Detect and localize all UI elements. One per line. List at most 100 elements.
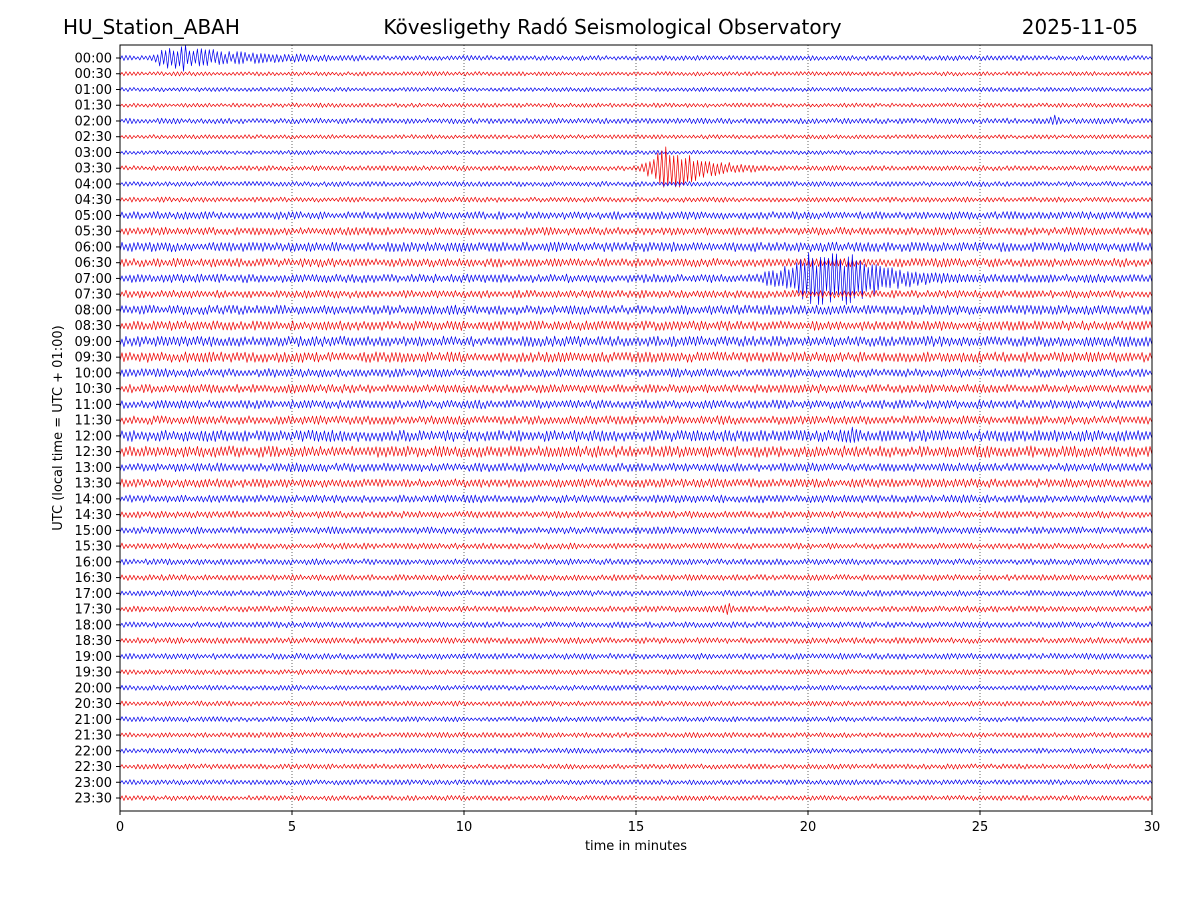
y-tick-label: 08:30: [75, 319, 112, 334]
x-tick-label: 0: [116, 820, 124, 835]
y-tick-label: 03:30: [75, 162, 112, 177]
trace-row-2230: [119, 763, 1153, 770]
trace-row-0830: [119, 320, 1153, 331]
trace-row-0900: [119, 335, 1153, 348]
y-tick-label: 15:00: [75, 524, 112, 539]
trace-row-1730: [119, 602, 1153, 615]
y-tick-label: 21:30: [75, 729, 112, 744]
y-tick-label: 11:00: [75, 398, 112, 413]
y-tick-label: 02:00: [75, 114, 112, 129]
trace-row-1100: [119, 399, 1153, 410]
chart-date: 2025-11-05: [1021, 15, 1138, 39]
y-tick-label: 23:00: [75, 776, 112, 791]
y-tick-label: 01:30: [75, 99, 112, 114]
y-tick-label: 16:00: [75, 555, 112, 570]
trace-row-1900: [119, 652, 1153, 660]
trace-row-0330: [119, 146, 1153, 188]
chart-title: Kövesligethy Radó Seismological Observat…: [383, 15, 842, 39]
trace-row-2130: [119, 732, 1153, 739]
trace-row-0930: [119, 351, 1153, 363]
trace-row-1800: [119, 621, 1153, 629]
trace-row-0100: [119, 86, 1153, 93]
y-tick-label: 06:30: [75, 256, 112, 271]
y-tick-label: 06:00: [75, 240, 112, 255]
trace-row-1500: [119, 526, 1153, 535]
trace-row-1830: [119, 637, 1153, 644]
trace-row-1930: [119, 669, 1153, 676]
y-tick-label: 04:00: [75, 177, 112, 192]
trace-row-1700: [119, 589, 1153, 597]
trace-row-0800: [119, 304, 1153, 316]
trace-row-0030: [119, 71, 1153, 77]
trace-row-0530: [119, 226, 1153, 236]
y-tick-label: 12:00: [75, 429, 112, 444]
trace-row-1030: [119, 383, 1153, 394]
y-tick-label: 10:00: [75, 366, 112, 381]
trace-rows: [119, 44, 1153, 802]
y-tick-label: 14:00: [75, 492, 112, 507]
trace-row-0500: [119, 211, 1153, 220]
y-tick-label: 10:30: [75, 382, 112, 397]
x-tick-label: 10: [456, 820, 473, 835]
trace-row-1430: [119, 510, 1153, 519]
y-tick-label: 13:30: [75, 477, 112, 492]
y-tick-label: 22:00: [75, 744, 112, 759]
y-axis-ticks: 00:0000:3001:0001:3002:0002:3003:0003:30…: [75, 52, 120, 807]
trace-row-0000: [119, 44, 1153, 72]
x-axis-label: time in minutes: [585, 839, 687, 854]
trace-row-0400: [119, 180, 1153, 187]
y-tick-label: 16:30: [75, 571, 112, 586]
trace-row-0700: [119, 252, 1153, 305]
y-tick-label: 14:30: [75, 508, 112, 523]
y-tick-label: 15:30: [75, 540, 112, 555]
y-tick-label: 20:30: [75, 697, 112, 712]
x-tick-label: 5: [288, 820, 296, 835]
trace-row-2330: [119, 795, 1153, 802]
y-tick-label: 21:00: [75, 713, 112, 728]
y-tick-label: 09:30: [75, 351, 112, 366]
station-name: HU_Station_ABAH: [63, 15, 240, 39]
trace-row-1200: [119, 426, 1153, 443]
y-tick-label: 02:30: [75, 130, 112, 145]
y-tick-label: 07:30: [75, 288, 112, 303]
trace-row-1130: [119, 415, 1153, 425]
y-tick-label: 18:00: [75, 618, 112, 633]
trace-row-1000: [119, 368, 1153, 378]
trace-row-0300: [119, 149, 1153, 156]
y-tick-label: 01:00: [75, 83, 112, 98]
y-tick-label: 22:30: [75, 760, 112, 775]
y-tick-label: 18:30: [75, 634, 112, 649]
trace-row-1400: [119, 494, 1153, 504]
y-tick-label: 13:00: [75, 461, 112, 476]
y-tick-label: 00:00: [75, 52, 112, 67]
trace-row-0200: [119, 114, 1153, 125]
trace-row-0600: [119, 241, 1153, 253]
y-tick-label: 05:30: [75, 225, 112, 240]
trace-row-2100: [119, 716, 1153, 723]
y-tick-label: 03:00: [75, 146, 112, 161]
trace-row-2300: [119, 779, 1153, 786]
y-tick-label: 08:00: [75, 303, 112, 318]
trace-row-1600: [119, 558, 1153, 566]
x-tick-label: 30: [1144, 820, 1161, 835]
trace-row-0630: [119, 257, 1153, 268]
y-axis-label: UTC (local time = UTC + 01:00): [51, 325, 66, 530]
x-tick-label: 20: [800, 820, 817, 835]
y-tick-label: 12:30: [75, 445, 112, 460]
x-tick-label: 15: [628, 820, 645, 835]
trace-row-1330: [119, 478, 1153, 488]
trace-row-0130: [119, 102, 1153, 108]
y-tick-label: 19:00: [75, 650, 112, 665]
y-tick-label: 11:30: [75, 414, 112, 429]
x-tick-label: 25: [972, 820, 989, 835]
y-tick-label: 17:00: [75, 587, 112, 602]
x-axis-ticks: 0 5 10 15 20 25 30: [116, 811, 1160, 835]
trace-row-2000: [119, 684, 1153, 691]
y-tick-label: 09:00: [75, 335, 112, 350]
y-tick-label: 20:00: [75, 681, 112, 696]
y-tick-label: 19:30: [75, 666, 112, 681]
trace-row-1630: [119, 574, 1153, 582]
trace-row-0730: [119, 289, 1153, 299]
trace-row-1300: [119, 462, 1153, 473]
